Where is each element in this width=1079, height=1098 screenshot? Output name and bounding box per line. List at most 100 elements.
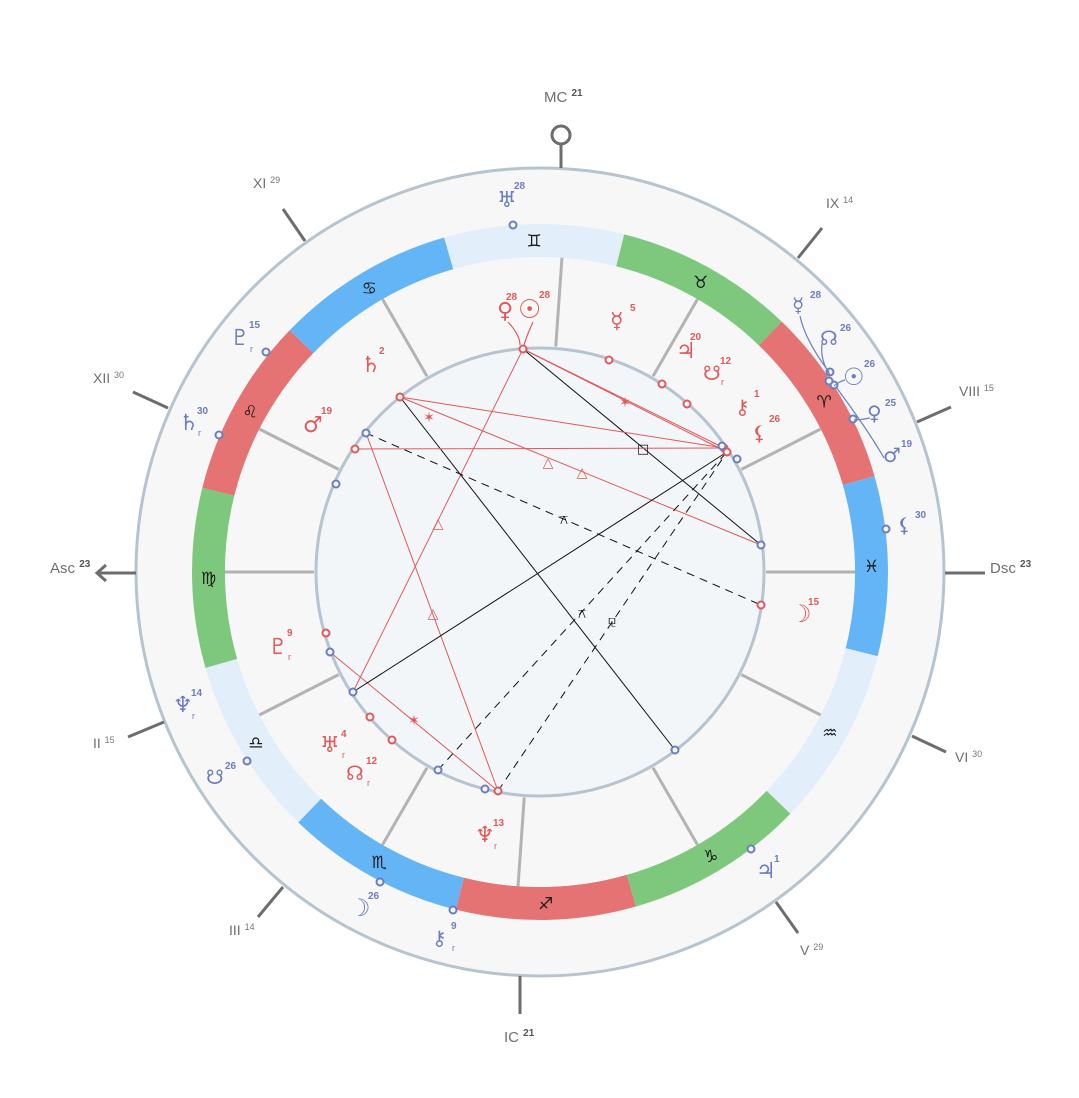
outer-house-ticks <box>127 208 952 934</box>
transit-mars-degree: 19 <box>901 439 913 450</box>
aquarius-icon: ♒ <box>822 724 837 744</box>
trine-glyph: △ <box>428 606 439 622</box>
pluto-icon: ♇ <box>268 635 288 660</box>
house-cusp-line <box>381 766 429 846</box>
transit-saturn-icon: ♄ <box>179 411 199 436</box>
sun-icon: ☉ <box>518 295 541 325</box>
house-label-v: V 29 <box>800 942 823 958</box>
retro-mark: r <box>494 841 497 851</box>
transit-planet-glyphs: ♅ 28 ☿ 28 ☊ 26 ☉ 26 ♀ 25 ♂ 19 ⚸ 30 ♃ 1 ⚷… <box>173 181 927 953</box>
aspect-line <box>352 451 728 693</box>
retro-mark: r <box>367 778 370 788</box>
trine-glyph: △ <box>433 516 444 532</box>
transit-north-node-icon: ☊ <box>820 326 838 350</box>
scorpio-icon: ♏ <box>372 853 387 873</box>
dsc-label: Dsc 23 <box>990 559 1032 577</box>
venus-icon: ♀ <box>497 299 513 324</box>
ic-label: IC 21 <box>504 1028 535 1046</box>
house-cusps <box>225 257 855 887</box>
aspect-line <box>399 396 762 546</box>
zodiac-segment-sagittarius <box>455 874 636 920</box>
zodiac-segment-pisces <box>842 476 888 657</box>
asc-label: Asc 23 <box>50 559 91 577</box>
house-label-vi: VI 30 <box>955 749 982 765</box>
south-node-degree: 12 <box>720 356 732 367</box>
transit-north-node-degree: 26 <box>840 323 852 334</box>
house-cusp-line <box>258 427 340 471</box>
moon-degree: 15 <box>808 597 820 608</box>
transit-uranus-degree: 28 <box>514 181 526 192</box>
transit-mercury-icon: ☿ <box>792 293 804 317</box>
retro-mark: r <box>192 711 195 721</box>
transit-mercury-degree: 28 <box>810 290 822 301</box>
house-label-xi: XI 29 <box>253 175 280 191</box>
square-glyph: □ <box>637 442 649 457</box>
cancer-icon: ♋ <box>362 279 377 299</box>
sextile-glyph: ✶ <box>423 410 435 426</box>
saturn-icon: ♄ <box>361 353 381 378</box>
retro-mark: r <box>250 344 253 354</box>
jupiter-icon: ♃ <box>676 339 696 364</box>
aspect-line <box>522 348 728 453</box>
neptune-degree: 13 <box>493 818 505 829</box>
jupiter-degree: 20 <box>690 332 702 343</box>
aspect-line <box>365 432 762 606</box>
trine-glyph: △ <box>577 465 588 481</box>
neptune-icon: ♆ <box>475 823 495 848</box>
transit-points <box>214 220 891 915</box>
house-cusp-line <box>554 257 564 347</box>
capricorn-icon: ♑ <box>703 847 718 867</box>
house-label-xii: XII 30 <box>93 370 124 386</box>
aspect-lines <box>329 348 762 792</box>
transit-moon-degree: 26 <box>368 891 380 902</box>
mercury-degree: 5 <box>630 303 636 314</box>
quincunx-glyph: ⚻ <box>578 607 587 622</box>
zodiac-segment-leo <box>202 330 314 496</box>
house-cusp-line <box>516 797 526 887</box>
transit-pluto-icon: ♇ <box>230 326 250 351</box>
transit-chiron-icon: ⚷ <box>432 926 447 950</box>
lilith-icon: ⚸ <box>752 421 767 445</box>
zodiac-band: ♊ ♉ ♈ ♓ ♒ ♑ ♐ ♏ ♎ ♍ ♌ ♋ <box>192 224 888 920</box>
aspect-line <box>437 451 728 771</box>
lilith-degree: 26 <box>769 414 781 425</box>
house-cusp-line <box>258 673 340 717</box>
transit-neptune-icon: ♆ <box>173 693 193 718</box>
aspect-line <box>365 432 499 792</box>
transit-lilith-icon: ⚸ <box>897 513 912 537</box>
house-label-iii: III 14 <box>229 922 255 938</box>
mc-label: MC 21 <box>544 88 583 106</box>
zodiac-segment-capricorn <box>626 790 791 907</box>
zodiac-segment-libra <box>205 658 322 823</box>
transit-jupiter-icon: ♃ <box>756 859 776 884</box>
virgo-icon: ♍ <box>201 569 216 589</box>
zodiac-segment-scorpio <box>298 798 464 910</box>
transit-pluto-degree: 15 <box>249 320 261 331</box>
mc-marker <box>550 124 572 146</box>
house-cusp-line <box>651 298 699 378</box>
sun-degree: 28 <box>539 290 551 301</box>
mars-icon: ♂ <box>303 413 323 438</box>
natal-planet-glyphs: ♀ 28 ☉ 28 ☿ 5 ♃ 20 ☋ 12 r ⚷ 1 ⚸ 26 ♄ 2 ♂… <box>268 290 820 851</box>
transit-moon-icon: ☽ <box>349 894 371 922</box>
sagittarius-icon: ♐ <box>538 894 553 914</box>
house-cusp-line <box>651 766 699 846</box>
house-cusp-line <box>740 427 822 471</box>
transit-mars-icon: ♂ <box>883 443 901 467</box>
north-node-icon: ☊ <box>346 761 364 785</box>
transit-venus-degree: 25 <box>885 398 897 409</box>
saturn-degree: 2 <box>379 346 385 357</box>
chiron-icon: ⚷ <box>735 395 750 419</box>
transit-jupiter-degree: 1 <box>774 854 780 865</box>
transit-south-node-icon: ☋ <box>206 765 224 789</box>
retro-mark: r <box>342 750 345 760</box>
south-node-icon: ☋ <box>703 361 721 385</box>
glyph-connectors <box>507 315 885 459</box>
retro-mark: r <box>452 943 455 953</box>
pluto-degree: 9 <box>287 628 293 639</box>
transit-sun-icon: ☉ <box>843 363 865 391</box>
aries-icon: ♈ <box>817 392 832 412</box>
aspect-line <box>329 651 499 792</box>
transit-neptune-degree: 14 <box>191 688 203 699</box>
zodiac-segment-aries <box>758 321 875 486</box>
